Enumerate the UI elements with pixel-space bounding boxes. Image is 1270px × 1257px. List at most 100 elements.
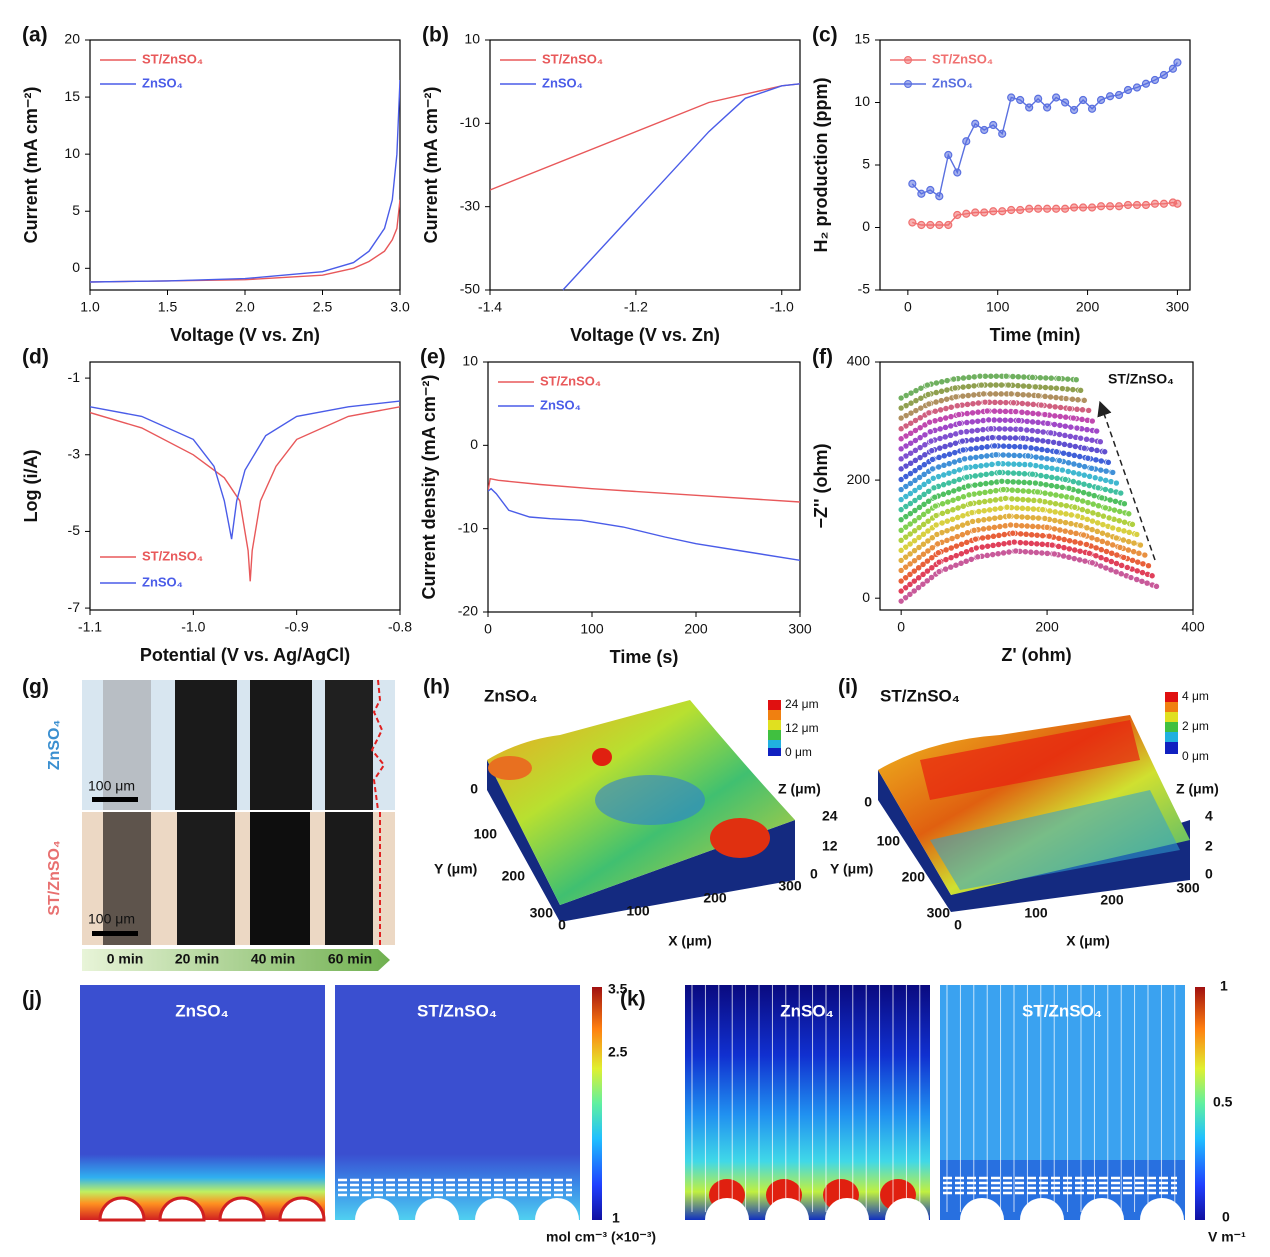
bead-line (898, 451, 1116, 493)
point (1051, 550, 1058, 558)
point (1132, 83, 1142, 92)
colorbar-label: 0 μm (1182, 749, 1209, 763)
point (1036, 497, 1044, 505)
colorbar-label: 1 (612, 1210, 620, 1226)
point (1032, 479, 1039, 487)
point (1008, 390, 1015, 398)
tick-label: 2 (1205, 838, 1213, 854)
valley (930, 790, 1180, 890)
point (969, 518, 976, 525)
point (1009, 529, 1017, 537)
tick-label: 300 (1176, 880, 1200, 896)
point (1083, 541, 1090, 548)
scale-bar (92, 797, 138, 802)
point (994, 460, 1002, 467)
tick-label: 200 (502, 868, 526, 884)
point (1096, 95, 1106, 105)
point (933, 531, 941, 538)
point (1159, 199, 1169, 208)
point (929, 465, 936, 473)
y-tick-label: 5 (72, 202, 80, 218)
peak (488, 756, 532, 780)
plot-frame (879, 39, 1191, 291)
point (897, 496, 905, 503)
sim-title: ST/ZnSO₄ (417, 1001, 497, 1020)
point (1116, 544, 1124, 551)
point (1173, 199, 1182, 208)
y-tick-label: -3 (68, 445, 81, 461)
panel-label: (j) (22, 988, 42, 1011)
point (1025, 103, 1034, 112)
point (1077, 434, 1084, 442)
point (917, 220, 926, 230)
point (929, 475, 937, 482)
series-line (490, 83, 800, 191)
point (1127, 574, 1135, 581)
x-tick-label: 400 (1181, 619, 1205, 635)
panel-i: (i) ST/ZnSO₄ 4 μm 2 μm 0 μm Z (μm) 4 2 0… (830, 676, 1219, 949)
point (1102, 504, 1109, 512)
point (1078, 95, 1088, 105)
point (925, 409, 933, 417)
y-tick-label: 0 (470, 436, 478, 452)
bead-line (898, 408, 1096, 442)
point (1097, 438, 1104, 446)
panel-label: (c) (812, 24, 838, 47)
legend-label: ZnSO₄ (542, 75, 583, 90)
ridge (920, 720, 1140, 800)
x-tick-label: -1.0 (770, 299, 794, 315)
panel-label: (h) (423, 676, 450, 699)
point (980, 390, 987, 398)
colorbar-label: 24 μm (785, 697, 819, 711)
point (897, 557, 905, 564)
point (935, 220, 944, 230)
surface-wall (878, 770, 1190, 912)
colorbar-label: 2 μm (1182, 719, 1209, 733)
x-tick-label: 300 (788, 621, 812, 637)
point (1078, 203, 1088, 212)
legend-label: ZnSO₄ (540, 397, 581, 412)
point (897, 465, 905, 473)
point (1037, 401, 1045, 409)
y-tick-label: -50 (460, 281, 480, 297)
point (1044, 420, 1052, 427)
y-tick-label: 15 (854, 31, 870, 47)
panel-label: (i) (838, 676, 858, 699)
x-tick-label: 0 (897, 619, 905, 635)
colorbar (1195, 987, 1205, 1220)
bead-line (898, 391, 1088, 421)
point (1168, 64, 1178, 73)
tick-label: 200 (902, 869, 926, 885)
legend-label: ZnSO₄ (142, 75, 183, 90)
tick-label: 100 (877, 833, 901, 849)
tick-label: 200 (703, 890, 727, 906)
point (1086, 550, 1093, 557)
point (1087, 203, 1097, 212)
y-tick-label: 15 (64, 88, 80, 104)
point (989, 120, 998, 130)
point (929, 456, 936, 463)
colorbar-label: 4 μm (1182, 689, 1209, 703)
trend-arrow (1097, 400, 1156, 561)
point (1061, 204, 1070, 213)
y-tick-label: 0 (862, 589, 870, 605)
point (1047, 429, 1055, 437)
legend-label: ST/ZnSO₄ (542, 51, 603, 66)
point (974, 553, 982, 561)
point (897, 476, 905, 483)
point (897, 587, 905, 595)
point (924, 381, 931, 389)
electrode-bump (218, 1196, 266, 1222)
colorbar-label: 0 (1222, 1209, 1230, 1225)
point (935, 558, 943, 566)
panel-j: (j) ZnSO₄ ST/ZnSO₄ 3.5 2.5 1 mol cm⁻³ (×… (22, 981, 656, 1245)
y-tick-label: 200 (847, 471, 871, 487)
point (1089, 417, 1096, 425)
point (935, 568, 943, 575)
point (998, 207, 1007, 216)
tick-label: 100 (474, 826, 498, 842)
point (1000, 486, 1007, 493)
point (934, 540, 941, 548)
point (1121, 500, 1128, 508)
y-tick-label: 400 (847, 353, 871, 369)
